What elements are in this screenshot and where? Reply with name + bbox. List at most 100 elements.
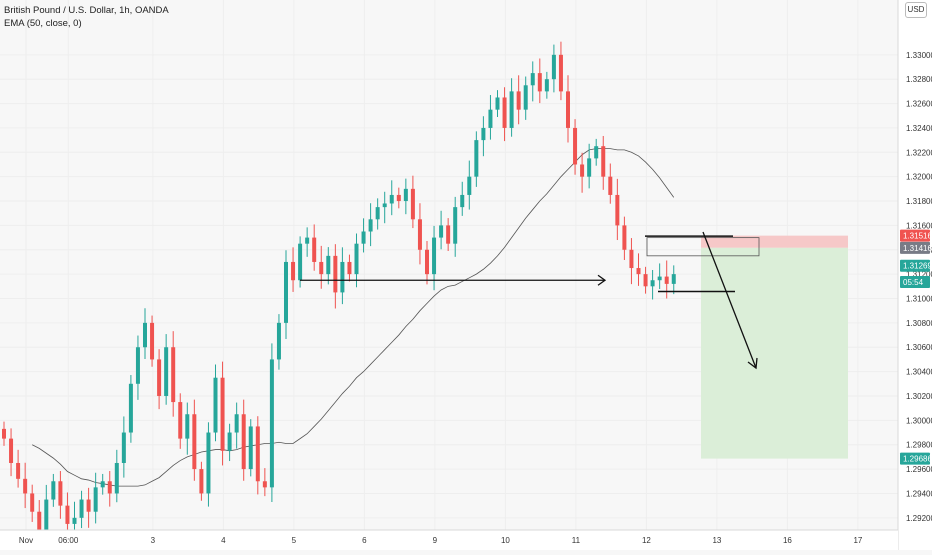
currency-badge[interactable]: USD [905,2,927,18]
candle-body [93,487,98,512]
candle-body [65,505,70,524]
candle-body [396,194,401,202]
indicator-label: EMA (50, close, 0) [4,18,82,29]
time-tick-label: 5 [292,536,297,545]
time-tick-label: 12 [642,536,651,545]
time-tick-label: 06:00 [58,536,79,545]
candle-body [164,347,169,396]
candle-body [347,261,352,275]
candle-body [523,85,528,110]
price-tick-label: 1.29600 [906,465,932,474]
candle-body [389,194,394,204]
time-tick-label: 17 [853,536,862,545]
price-axis[interactable]: 1.29200 1.29400 1.29600 1.29800 1.30000 1.302… [897,0,932,550]
price-tick-label: 1.31800 [906,197,932,206]
candle-body [100,481,105,488]
candle-body [2,428,6,439]
candle-body [382,203,387,208]
price-label-text: 1.31516 [903,232,932,241]
price-tick-label: 1.30200 [906,392,932,401]
candle-body [121,432,126,463]
candle-body [9,438,14,463]
candle-body [544,79,549,92]
candle-body [664,276,669,284]
candle-body [234,414,239,433]
candle-body [276,322,281,360]
candle-body [312,237,317,262]
time-tick-label: 4 [221,536,226,545]
candle-body [622,225,627,250]
price-tick-label: 1.29200 [906,514,932,523]
candle-body [566,91,570,128]
candle-body [326,255,331,275]
candle-body [509,91,514,128]
candle-body [594,146,599,159]
time-tick-label: Nov [19,536,33,545]
time-tick-label: 10 [501,536,510,545]
candle-body [199,469,204,494]
candle-body [460,194,465,208]
candle-body [58,481,63,506]
price-tick-label: 1.30400 [906,368,932,377]
candle-body [44,499,49,530]
candle-body [79,499,84,518]
candle-body [23,478,28,494]
candle-body [171,347,176,403]
candle-body [86,499,91,512]
candle-body [291,261,296,281]
price-label-text: 1.31269 [903,262,932,271]
candle-body [128,383,133,433]
candle-body [375,207,380,220]
candle-body [474,140,479,177]
candle-body [643,274,648,287]
candle-body [530,73,535,86]
candle-body [354,243,359,275]
ema-line [32,148,675,487]
candle-body [410,188,415,220]
candle-body [333,255,338,293]
price-tick-label: 1.32400 [906,124,932,133]
candle-body [551,54,556,80]
candle-body [417,219,422,250]
price-label-tag [900,276,930,289]
candle-body [573,127,578,165]
chart-legend: British Pound / U.S. Dollar, 1h, OANDA E… [4,4,169,30]
candle-body [502,97,507,128]
candle-body [580,164,585,177]
candle-body [432,237,437,275]
candle-body [298,243,303,281]
price-label-tag [900,259,930,272]
candle-body [615,194,620,226]
price-tick-label: 1.32000 [906,173,932,182]
candle-body [248,426,253,470]
price-label-text: 05:54 [903,278,924,287]
candle-body [227,432,232,451]
time-tick-label: 3 [151,536,156,545]
candle-body [516,91,521,110]
price-label-tag [900,229,930,242]
candle-body [636,268,641,275]
time-axis[interactable]: Nov 06:00 3 4 5 6 9 10 11 12 13 16 17 [0,529,898,550]
candle-body [241,414,246,470]
candle-body [537,73,542,92]
candle-body [671,274,676,284]
candle-body [403,188,408,202]
support-arrow-head [597,274,607,286]
candle-body [488,109,493,128]
price-tick-label: 1.31600 [906,221,932,230]
candle-body [262,481,267,488]
candle-body [305,237,310,244]
candle-body [453,207,458,244]
candle-body [340,261,345,293]
candle-body [51,481,56,500]
candle-body [558,54,563,92]
time-axis-bg [0,530,898,550]
candle-body [587,158,592,177]
time-tick-label: 6 [362,536,367,545]
candle-body [425,249,429,275]
price-tick-label: 1.30600 [906,343,932,352]
candle-body [30,493,35,512]
price-tick-label: 1.31000 [906,295,932,304]
